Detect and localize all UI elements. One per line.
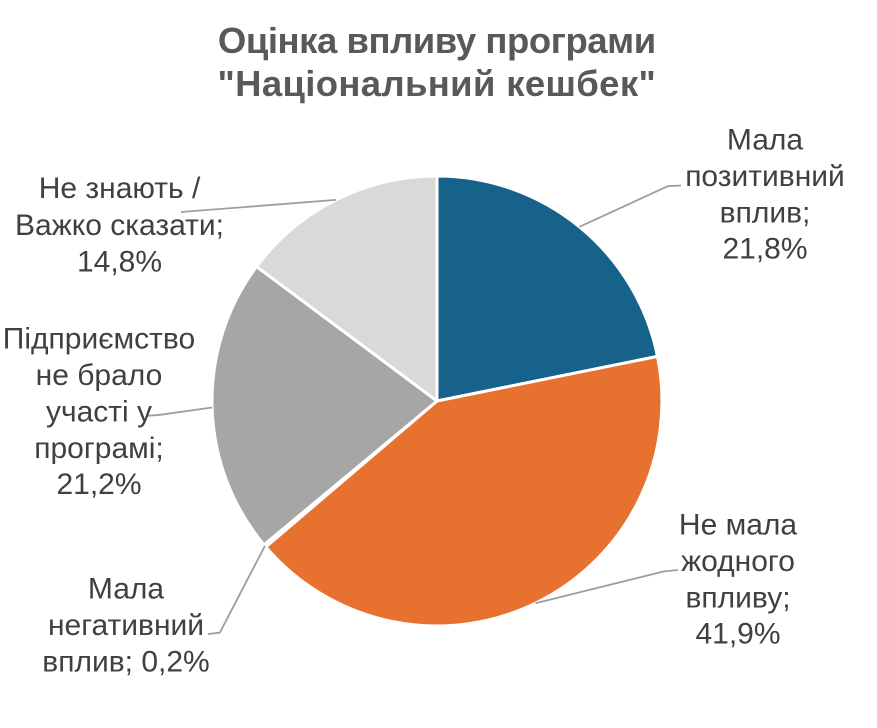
svg-text:позитивний: позитивний bbox=[685, 160, 845, 193]
svg-text:Важко сказати;: Важко сказати; bbox=[15, 209, 224, 242]
svg-text:вплив; 0,2%: вплив; 0,2% bbox=[42, 645, 209, 678]
svg-text:Мала: Мала bbox=[88, 573, 165, 606]
svg-text:21,8%: 21,8% bbox=[722, 233, 807, 266]
svg-text:Мала: Мала bbox=[727, 124, 804, 157]
svg-text:"Національний кешбек": "Національний кешбек" bbox=[217, 63, 656, 104]
svg-text:жодного: жодного bbox=[681, 545, 795, 578]
svg-text:14,8%: 14,8% bbox=[77, 246, 162, 279]
svg-text:негативний: негативний bbox=[48, 609, 204, 642]
svg-text:Оцінка впливу програми: Оцінка впливу програми bbox=[218, 20, 656, 61]
svg-text:Не знають /: Не знають / bbox=[39, 172, 201, 205]
svg-text:участі у: участі у bbox=[46, 395, 152, 428]
svg-text:21,2%: 21,2% bbox=[56, 468, 141, 501]
svg-text:Підприємство: Підприємство bbox=[3, 323, 195, 356]
svg-text:програмі;: програмі; bbox=[34, 432, 164, 465]
svg-text:41,9%: 41,9% bbox=[695, 618, 780, 651]
svg-text:впливу;: впливу; bbox=[685, 581, 790, 614]
svg-text:Не мала: Не мала bbox=[679, 509, 797, 542]
svg-text:вплив;: вплив; bbox=[720, 196, 811, 229]
svg-text:не брало: не брало bbox=[36, 359, 163, 392]
